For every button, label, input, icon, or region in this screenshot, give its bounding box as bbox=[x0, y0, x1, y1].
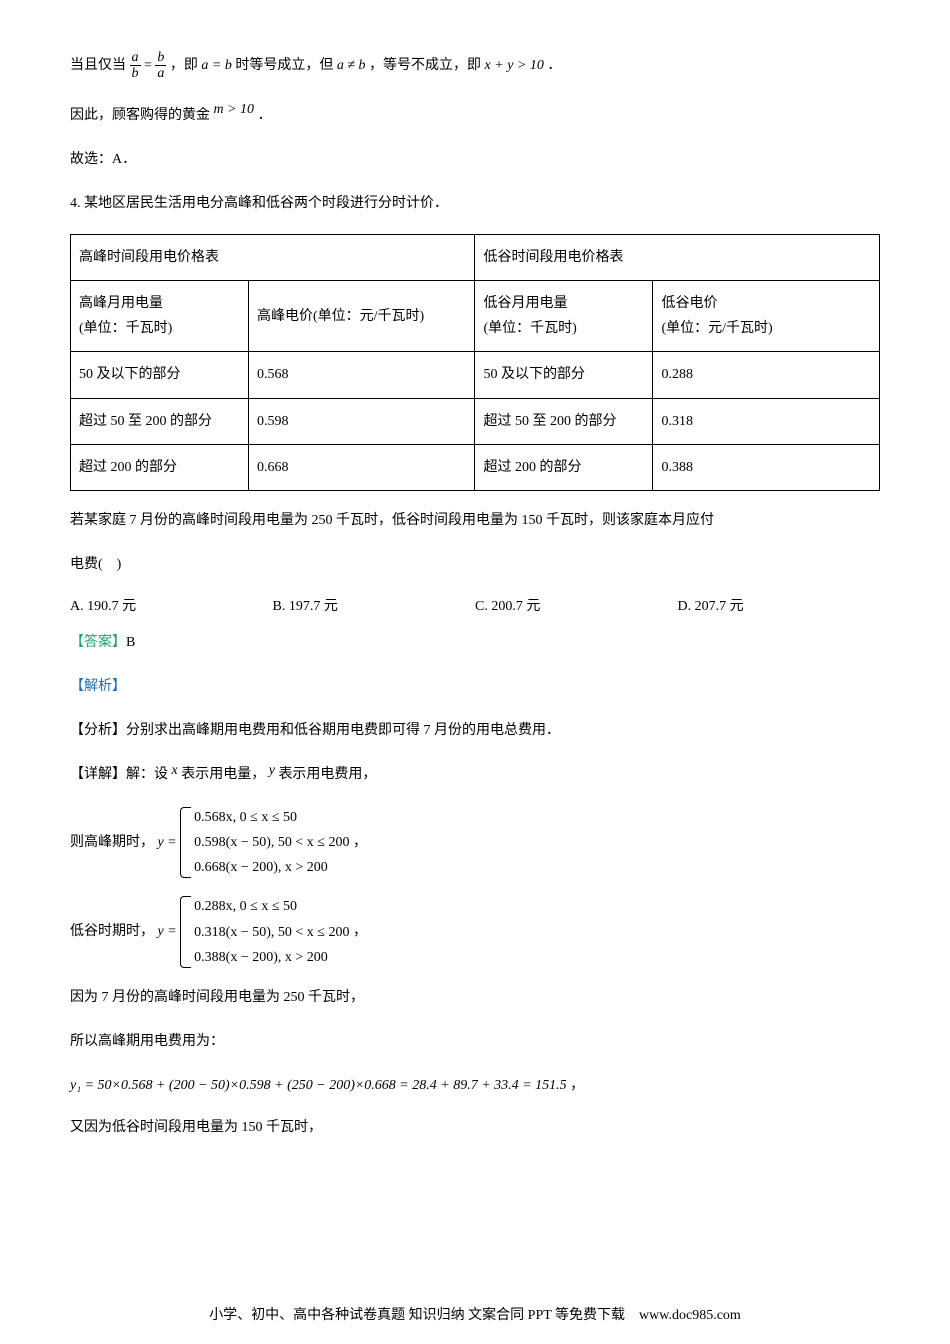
table-row: 超过 50 至 200 的部分 0.598 超过 50 至 200 的部分 0.… bbox=[71, 398, 880, 444]
table-cell: 50 及以下的部分 bbox=[71, 352, 249, 398]
option-b: B. 197.7 元 bbox=[273, 595, 476, 615]
table-cell: 低谷月用电量 (单位：千瓦时) bbox=[475, 280, 653, 351]
question-body-1: 若某家庭 7 月份的高峰时间段用电量为 250 千瓦时，低谷时间段用电量为 15… bbox=[70, 507, 880, 535]
table-row: 高峰月用电量 (单位：千瓦时) 高峰电价(单位：元/千瓦时) 低谷月用电量 (单… bbox=[71, 280, 880, 351]
table-cell: 低谷时间段用电价格表 bbox=[475, 234, 880, 280]
table-cell: 高峰电价(单位：元/千瓦时) bbox=[248, 280, 475, 351]
comma: ， bbox=[353, 835, 367, 850]
calc-3: 又因为低谷时间段用电量为 150 千瓦时， bbox=[70, 1114, 880, 1142]
option-c: C. 200.7 元 bbox=[475, 595, 678, 615]
var-x: x bbox=[172, 763, 178, 778]
analysis-line: 【解析】 bbox=[70, 673, 880, 701]
table-cell: 超过 200 的部分 bbox=[71, 444, 249, 490]
table-cell: 50 及以下的部分 bbox=[475, 352, 653, 398]
numerator: a bbox=[130, 50, 141, 66]
analysis-2: 【详解】解：设 x 表示用电量， y 表示用电费用， bbox=[70, 761, 880, 789]
text: ，等号不成立，即 bbox=[369, 58, 481, 73]
math: a ≠ b bbox=[337, 58, 366, 73]
comma: ， bbox=[353, 924, 367, 939]
table-cell: 超过 50 至 200 的部分 bbox=[71, 398, 249, 444]
text: 则高峰期时， bbox=[70, 835, 154, 850]
pw-row: 0.598(x − 50), 50 < x ≤ 200 bbox=[194, 830, 349, 855]
pw-row: 0.668(x − 200), x > 200 bbox=[194, 855, 349, 880]
math: y = bbox=[158, 835, 177, 850]
table-cell: 超过 200 的部分 bbox=[475, 444, 653, 490]
table-cell: 低谷电价 (单位：元/千瓦时) bbox=[653, 280, 880, 351]
table-cell: 超过 50 至 200 的部分 bbox=[475, 398, 653, 444]
table-row: 50 及以下的部分 0.568 50 及以下的部分 0.288 bbox=[71, 352, 880, 398]
math: x + y > 10 bbox=[485, 58, 544, 73]
table-cell: 0.288 bbox=[653, 352, 880, 398]
text: ． bbox=[258, 108, 272, 123]
valley-piecewise: 低谷时期时， y = 0.288x, 0 ≤ x ≤ 50 0.318(x − … bbox=[70, 894, 880, 970]
text: 当且仅当 bbox=[70, 58, 126, 73]
piecewise-valley: 0.288x, 0 ≤ x ≤ 50 0.318(x − 50), 50 < x… bbox=[180, 894, 349, 970]
equals: = bbox=[144, 58, 152, 73]
piecewise-peak: 0.568x, 0 ≤ x ≤ 50 0.598(x − 50), 50 < x… bbox=[180, 805, 349, 881]
question-body-2: 电费( ) bbox=[70, 551, 880, 579]
table-row: 高峰时间段用电价格表 低谷时间段用电价格表 bbox=[71, 234, 880, 280]
table-row: 超过 200 的部分 0.668 超过 200 的部分 0.388 bbox=[71, 444, 880, 490]
calc-eq: y₁ = 50×0.568 + (200 − 50)×0.598 + (250 … bbox=[70, 1072, 880, 1100]
option-d: D. 207.7 元 bbox=[678, 595, 881, 615]
text: (单位：千瓦时) bbox=[79, 321, 172, 336]
pw-row: 0.288x, 0 ≤ x ≤ 50 bbox=[194, 894, 349, 919]
table-cell: 0.598 bbox=[248, 398, 475, 444]
line-1: 当且仅当 a b = b a ，即 a = b 时等号成立，但 a ≠ b ，等… bbox=[70, 50, 880, 82]
math: m > 10 bbox=[214, 102, 255, 117]
answer-line: 【答案】B bbox=[70, 629, 880, 657]
table-cell: 0.568 bbox=[248, 352, 475, 398]
text: 低谷时期时， bbox=[70, 924, 154, 939]
text: (单位：千瓦时) bbox=[483, 321, 576, 336]
text: 表示用电量， bbox=[181, 767, 265, 782]
numerator: b bbox=[155, 50, 166, 66]
text: 低谷月用电量 bbox=[483, 296, 567, 311]
pricing-table: 高峰时间段用电价格表 低谷时间段用电价格表 高峰月用电量 (单位：千瓦时) 高峰… bbox=[70, 234, 880, 491]
table-cell: 0.318 bbox=[653, 398, 880, 444]
page-footer: 小学、初中、高中各种试卷真题 知识归纳 文案合同 PPT 等免费下载 www.d… bbox=[0, 1304, 950, 1324]
answer-label: 【答案】 bbox=[70, 635, 126, 650]
page: 当且仅当 a b = b a ，即 a = b 时等号成立，但 a ≠ b ，等… bbox=[0, 0, 950, 1344]
answer-value: B bbox=[126, 635, 135, 650]
pw-row: 0.568x, 0 ≤ x ≤ 50 bbox=[194, 805, 349, 830]
pw-row: 0.318(x − 50), 50 < x ≤ 200 bbox=[194, 920, 349, 945]
text: ． bbox=[547, 58, 561, 73]
var-y: y bbox=[269, 763, 275, 778]
table-cell: 高峰时间段用电价格表 bbox=[71, 234, 475, 280]
text: ，即 bbox=[170, 58, 198, 73]
text: 低谷电价 bbox=[661, 296, 717, 311]
table-cell: 0.388 bbox=[653, 444, 880, 490]
peak-piecewise: 则高峰期时， y = 0.568x, 0 ≤ x ≤ 50 0.598(x − … bbox=[70, 805, 880, 881]
math: y = bbox=[158, 924, 177, 939]
math: a = b bbox=[201, 58, 231, 73]
text: (单位：元/千瓦时) bbox=[661, 321, 772, 336]
options-row: A. 190.7 元 B. 197.7 元 C. 200.7 元 D. 207.… bbox=[70, 595, 880, 615]
table-cell: 高峰月用电量 (单位：千瓦时) bbox=[71, 280, 249, 351]
text: 时等号成立，但 bbox=[235, 58, 333, 73]
analysis-1: 【分析】分别求出高峰期用电费用和低谷期用电费即可得 7 月份的用电总费用． bbox=[70, 717, 880, 745]
line-2: 因此，顾客购得的黄金 m > 10 ． bbox=[70, 102, 880, 130]
comma: ， bbox=[570, 1078, 584, 1093]
table-cell: 0.668 bbox=[248, 444, 475, 490]
text: 高峰月用电量 bbox=[79, 296, 163, 311]
fraction-ba: b a bbox=[155, 50, 166, 82]
analysis-label: 【解析】 bbox=[70, 679, 126, 694]
pw-row: 0.388(x − 200), x > 200 bbox=[194, 945, 349, 970]
calc-2: 所以高峰期用电费用为： bbox=[70, 1028, 880, 1056]
fraction-ab: a b bbox=[130, 50, 141, 82]
calc-1: 因为 7 月份的高峰时间段用电量为 250 千瓦时， bbox=[70, 984, 880, 1012]
text: 因此，顾客购得的黄金 bbox=[70, 108, 210, 123]
denominator: b bbox=[130, 66, 141, 81]
line-3: 故选：A． bbox=[70, 146, 880, 174]
denominator: a bbox=[155, 66, 166, 81]
text: 表示用电费用， bbox=[278, 767, 376, 782]
question-4-label: 4. 某地区居民生活用电分高峰和低谷两个时段进行分时计价． bbox=[70, 190, 880, 218]
text: 【详解】解：设 bbox=[70, 767, 168, 782]
option-a: A. 190.7 元 bbox=[70, 595, 273, 615]
math: y₁ = 50×0.568 + (200 − 50)×0.598 + (250 … bbox=[70, 1078, 567, 1093]
